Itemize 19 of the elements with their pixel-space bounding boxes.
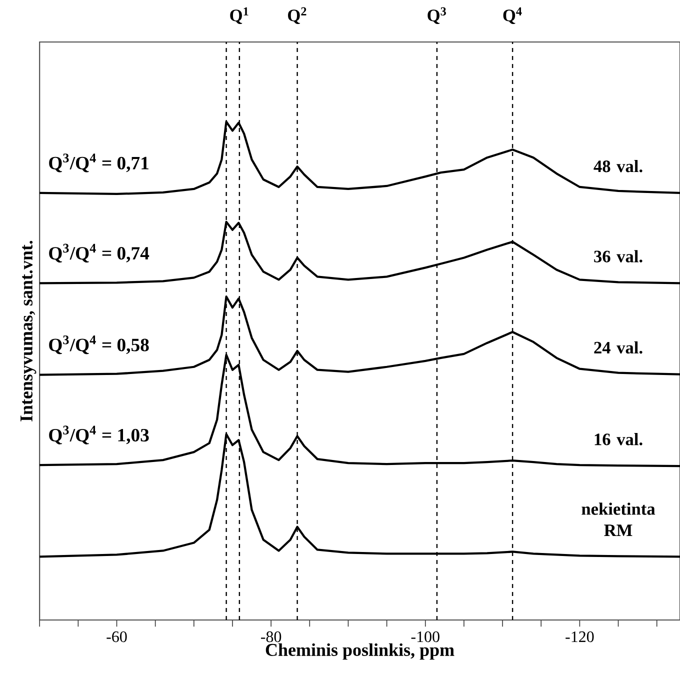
annotation: Q$^{3}$/Q$^{4}$ = 0,71: [49, 154, 148, 172]
series-label: 48 val.: [594, 160, 642, 172]
series-label: nekietinta RM: [582, 502, 656, 536]
x-tick-label: -80: [260, 631, 282, 642]
x-tick-label: -120: [566, 631, 594, 642]
series-label: 36 val.: [594, 250, 642, 262]
annotation: Q$^{3}$/Q$^{4}$ = 1,03: [49, 426, 149, 444]
ref-line-label: Q$^{3}$: [428, 7, 446, 24]
annotation: Q$^{3}$/Q$^{4}$ = 0,74: [49, 244, 150, 262]
annotation: Q$^{3}$/Q$^{4}$ = 0,58: [49, 335, 149, 354]
ref-line-label: Q$^{1}$: [230, 7, 248, 24]
series-label: 24 val.: [594, 341, 642, 354]
ref-line-label: Q$^{2}$: [288, 7, 306, 24]
x-tick-label: -60: [106, 631, 127, 642]
x-axis-title: Cheminis poslinkis, ppm: [266, 643, 454, 660]
series-label: 16 val.: [594, 433, 642, 446]
x-tick-label: -100: [411, 631, 440, 642]
ref-line-label: Q$^{4}$: [503, 7, 522, 24]
y-axis-title: Intensyvumas, sant.vnt.: [20, 240, 36, 422]
